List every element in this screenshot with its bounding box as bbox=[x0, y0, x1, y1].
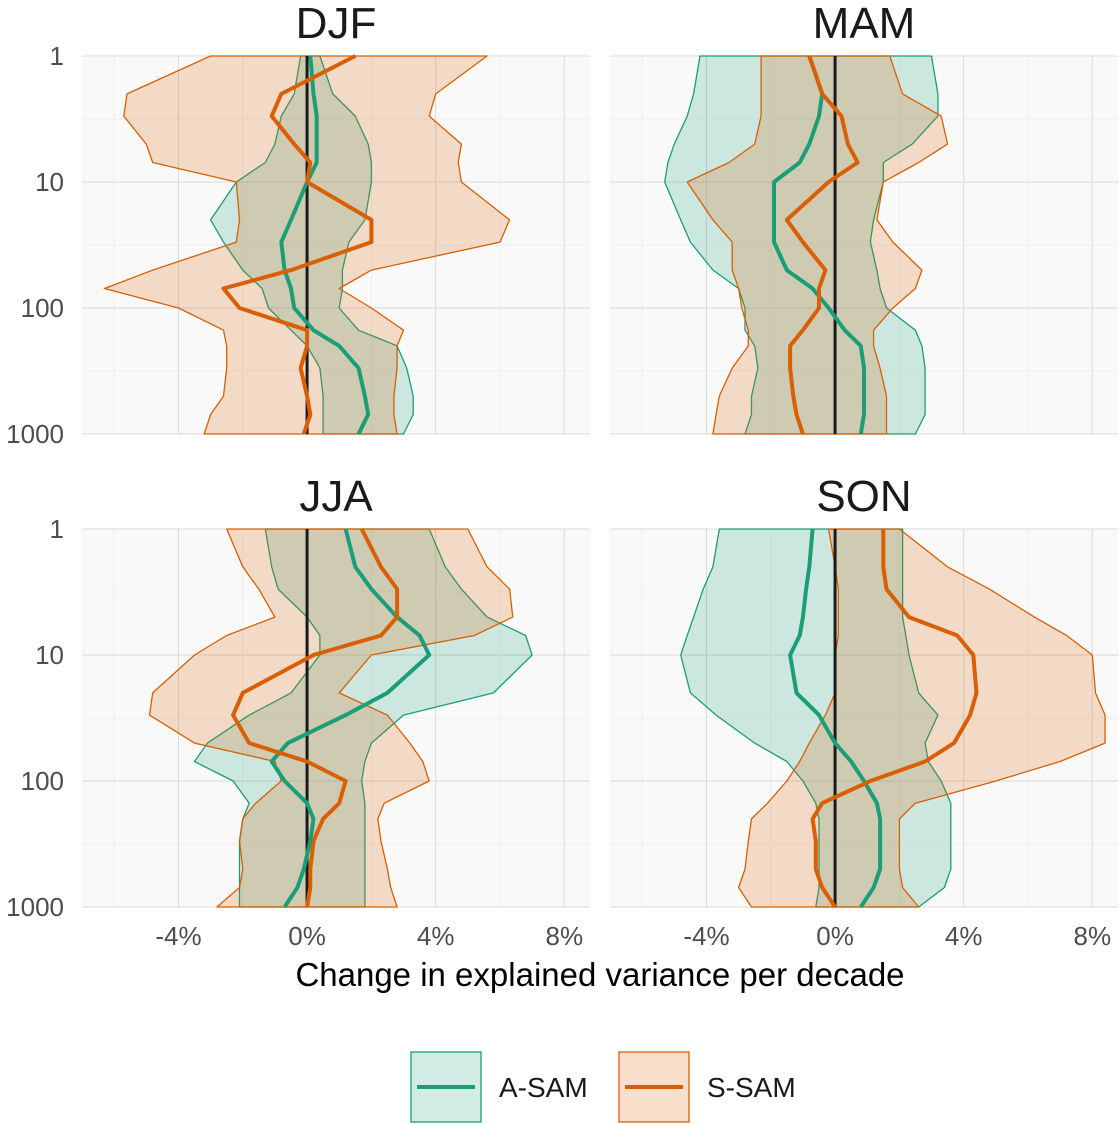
line-s-sam bbox=[221, 54, 374, 435]
line-s-sam bbox=[810, 529, 979, 909]
ribbon-s-sam bbox=[148, 528, 514, 908]
line-a-sam bbox=[772, 55, 866, 435]
panel-jja: JJA 1 10 100 1000 -4% 0% 4% 8% bbox=[6, 472, 590, 951]
x-tick-label: 8% bbox=[1073, 921, 1111, 951]
panel-title: MAM bbox=[813, 0, 916, 48]
x-tick-label: 4% bbox=[417, 921, 455, 951]
line-a-sam bbox=[269, 528, 432, 909]
legend-item-s-sam: S-SAM bbox=[618, 1051, 796, 1123]
line-a-sam bbox=[788, 528, 883, 909]
x-tick-label: 4% bbox=[945, 921, 983, 951]
legend-label: A-SAM bbox=[499, 1072, 588, 1103]
y-tick-label: 10 bbox=[35, 167, 64, 197]
x-tick-label: 0% bbox=[288, 921, 326, 951]
y-tick-label: 1000 bbox=[6, 419, 64, 449]
legend-item-a-sam: A-SAM bbox=[410, 1051, 588, 1123]
y-tick-label: 1000 bbox=[6, 892, 64, 922]
panel-title: JJA bbox=[299, 472, 373, 521]
panel-djf: DJF 1 10 100 1000 bbox=[6, 0, 590, 449]
panel-title: DJF bbox=[296, 0, 377, 48]
x-tick-label: -4% bbox=[683, 921, 729, 951]
y-tick-label: 1 bbox=[50, 41, 64, 71]
y-tick-label: 10 bbox=[35, 640, 64, 670]
y-tick-label: 100 bbox=[21, 766, 64, 796]
line-s-sam bbox=[231, 528, 400, 908]
legend: A-SAM S-SAM bbox=[410, 1051, 796, 1123]
legend-label: S-SAM bbox=[707, 1072, 796, 1103]
panel-son: SON -4% 0% 4% 8% bbox=[610, 472, 1118, 951]
ribbon-s-sam bbox=[686, 55, 949, 435]
panel-mam: MAM bbox=[610, 0, 1118, 435]
x-axis-title: Change in explained variance per decade bbox=[295, 956, 904, 993]
x-tick-label: 0% bbox=[816, 921, 854, 951]
x-tick-label: -4% bbox=[155, 921, 201, 951]
panel-title: SON bbox=[816, 472, 911, 521]
line-s-sam bbox=[784, 55, 860, 435]
y-tick-label: 1 bbox=[50, 514, 64, 544]
x-tick-label: 8% bbox=[545, 921, 583, 951]
y-tick-label: 100 bbox=[21, 293, 64, 323]
